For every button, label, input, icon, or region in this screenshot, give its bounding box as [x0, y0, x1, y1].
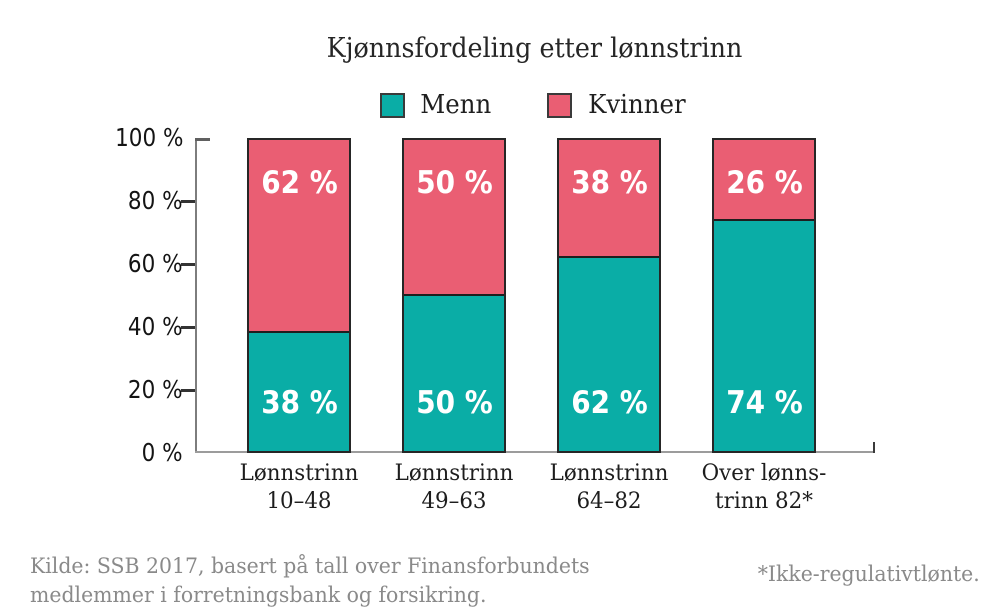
y-axis-label-20: 20 %	[128, 375, 183, 404]
legend-label-kvinner: Kvinner	[588, 90, 686, 120]
bar-segment-menn: 38 %	[249, 332, 349, 451]
legend-label-menn: Menn	[420, 90, 492, 120]
bar-value-label-menn: 62 %	[570, 385, 648, 421]
y-axis-tick-20	[181, 389, 195, 392]
x-axis-end-cap	[872, 442, 875, 453]
bar-value-label-menn: 50 %	[415, 385, 493, 421]
footnote: *Ikke-regulativtlønte.	[757, 562, 980, 587]
bar-value-label-menn: 38 %	[260, 385, 338, 421]
x-axis-category-label-2: Lønnstrinn 49–63	[394, 460, 514, 514]
chart-title: Kjønnsfordeling etter lønnstrinn	[326, 33, 743, 64]
bar-segment-kvinner: 26 %	[714, 140, 814, 221]
y-axis-label-60: 60 %	[128, 249, 183, 278]
bar-1: 62 % 38 %	[247, 138, 351, 453]
bar-value-label-menn: 74 %	[725, 385, 803, 421]
y-axis-tick-40	[181, 326, 195, 329]
bar-segment-kvinner: 50 %	[404, 140, 504, 296]
bar-segment-kvinner: 38 %	[559, 140, 659, 259]
legend-swatch-kvinner	[547, 92, 573, 118]
x-axis-category-label-1: Lønnstrinn 10–48	[239, 460, 359, 514]
y-axis-top-cap	[195, 138, 210, 141]
legend-item-menn: Menn	[379, 90, 494, 120]
legend-swatch-menn	[379, 92, 405, 118]
x-axis-line	[195, 450, 875, 453]
x-axis-category-label-4: Over lønns-trinn 82*	[701, 460, 827, 514]
bar-segment-menn: 50 %	[404, 295, 504, 451]
y-axis-line	[195, 138, 197, 453]
bar-value-label-kvinner: 50 %	[415, 165, 493, 201]
bar-value-label-kvinner: 38 %	[570, 165, 648, 201]
x-axis-category-label-3: Lønnstrinn 64–82	[549, 460, 669, 514]
bar-value-label-kvinner: 62 %	[260, 165, 338, 201]
source-note: Kilde: SSB 2017, basert på tall over Fin…	[30, 552, 590, 610]
y-axis-label-40: 40 %	[128, 312, 183, 341]
y-axis-label-0: 0 %	[142, 438, 183, 467]
bar-value-label-kvinner: 26 %	[725, 165, 803, 201]
plot-area: 62 % 38 % 50 % 50 % 38 % 62 % 26 % 74 %	[181, 138, 875, 453]
bar-segment-kvinner: 62 %	[249, 140, 349, 333]
y-axis-tick-80	[181, 200, 195, 203]
legend-item-kvinner: Kvinner	[547, 90, 689, 120]
bar-segment-menn: 62 %	[559, 258, 659, 451]
bar-4: 26 % 74 %	[712, 138, 816, 453]
source-note-line-2: medlemmer i forretningsbank og forsikrin…	[30, 583, 487, 608]
bar-3: 38 % 62 %	[557, 138, 661, 453]
legend: Menn Kvinner	[65, 90, 1004, 120]
y-axis-tick-60	[181, 263, 195, 266]
source-note-line-1: Kilde: SSB 2017, basert på tall over Fin…	[30, 554, 590, 579]
y-axis-label-100: 100 %	[114, 123, 183, 152]
bar-2: 50 % 50 %	[402, 138, 506, 453]
bar-segment-menn: 74 %	[714, 220, 814, 451]
y-axis-label-80: 80 %	[128, 186, 183, 215]
